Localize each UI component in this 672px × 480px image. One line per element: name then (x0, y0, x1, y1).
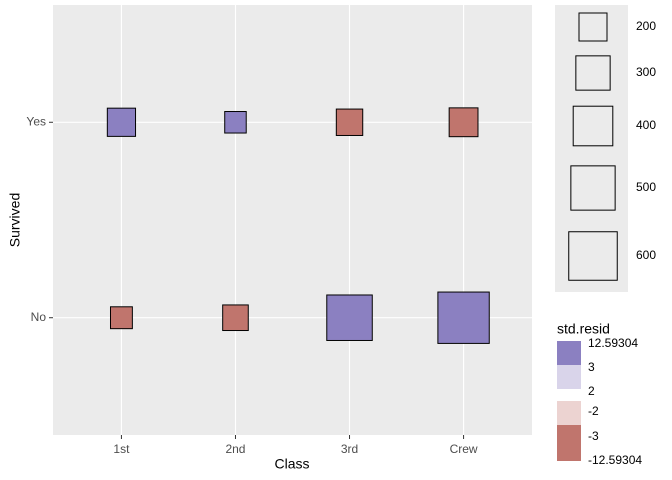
size-legend-label: 600 (636, 248, 656, 262)
color-legend-key (557, 425, 581, 461)
x-tick-label: Crew (450, 442, 478, 456)
color-legend-title: std.resid (557, 321, 610, 337)
square (335, 108, 364, 136)
color-legend-label: -3 (588, 429, 599, 443)
color-legend-key (557, 365, 581, 389)
square (437, 291, 490, 344)
y-tick-label: Yes (26, 114, 46, 128)
size-legend-key (572, 105, 614, 147)
color-legend-key (557, 341, 581, 365)
size-legend-key (578, 12, 608, 42)
square (222, 304, 249, 332)
x-axis-label: Class (274, 456, 309, 472)
color-legend-label: -2 (588, 404, 599, 418)
x-tick-label: 1st (113, 442, 130, 456)
x-tick-label: 3rd (341, 442, 358, 456)
color-legend-key (557, 401, 581, 425)
square (106, 107, 137, 137)
color-legend-label: 2 (588, 384, 595, 398)
size-legend-key (568, 231, 618, 281)
x-tick-label: 2nd (225, 442, 245, 456)
size-legend-label: 300 (636, 65, 656, 79)
size-legend-label: 400 (636, 118, 656, 132)
size-legend-key (575, 55, 611, 91)
color-legend-label: 12.59304 (588, 336, 638, 350)
color-legend-label: -12.59304 (588, 453, 642, 467)
y-axis-label: Survived (7, 193, 23, 247)
size-legend-label: 200 (636, 19, 656, 33)
y-tick-label: No (31, 310, 47, 324)
square (224, 111, 247, 134)
square (326, 294, 373, 341)
panel (53, 5, 532, 435)
size-legend-key (570, 165, 616, 211)
square (109, 306, 133, 330)
square (448, 107, 479, 138)
color-legend-label: 3 (588, 360, 595, 374)
size-legend-label: 500 (636, 180, 656, 194)
